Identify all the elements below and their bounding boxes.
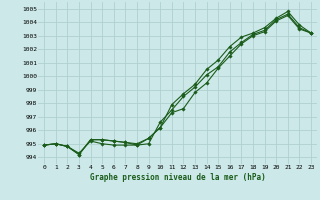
X-axis label: Graphe pression niveau de la mer (hPa): Graphe pression niveau de la mer (hPa) — [90, 173, 266, 182]
